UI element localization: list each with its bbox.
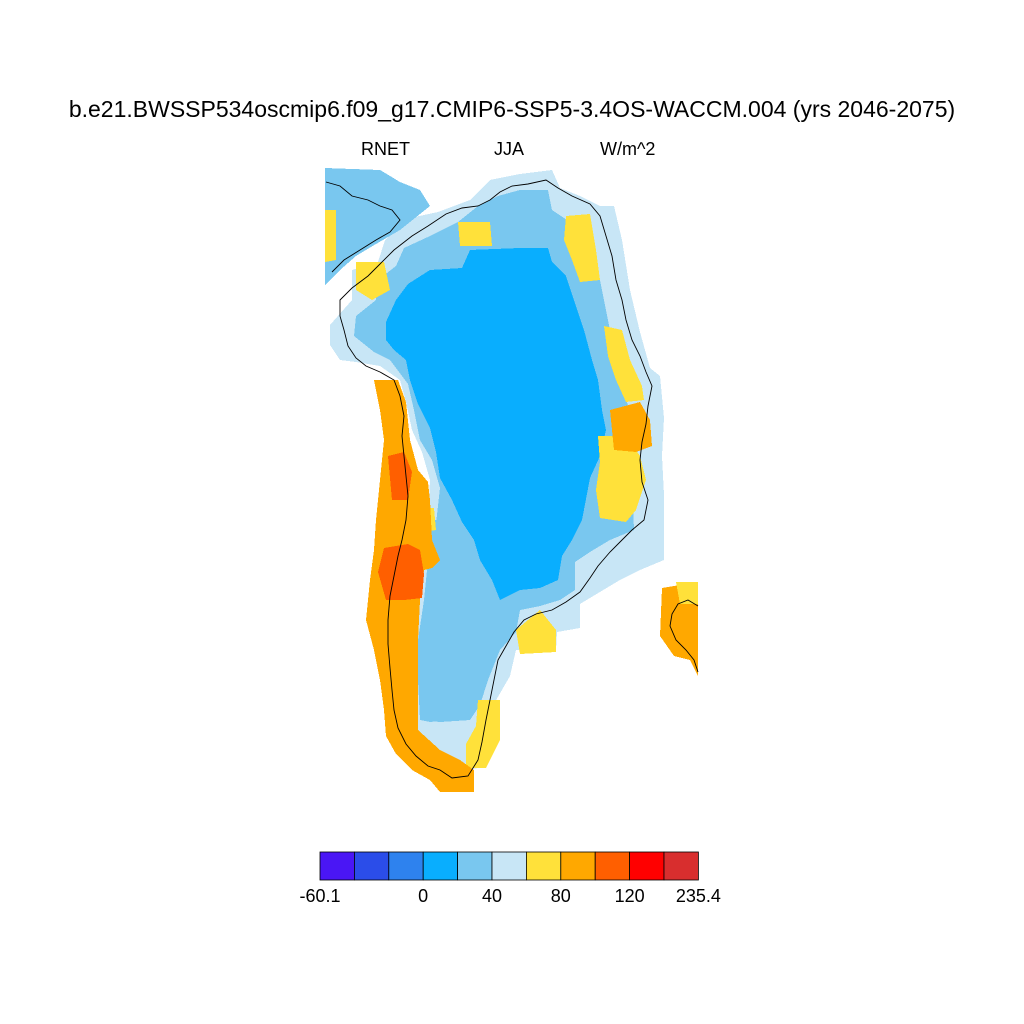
- colorbar-label-2: 40: [481, 886, 503, 906]
- colorbar-box-2: [388, 851, 424, 881]
- southwest-ice-band-region: [420, 520, 506, 722]
- coastline: [339, 179, 653, 779]
- colorbar-label-1: 0: [418, 886, 429, 906]
- colorbar-box-5: [491, 851, 527, 881]
- colorbar-label-5: 235.4: [675, 886, 721, 906]
- colorbar-box-9: [629, 851, 665, 881]
- iceland-tip-yellow: [676, 582, 698, 604]
- east-yellow-strip: [604, 326, 644, 402]
- colorbar-box-4: [457, 851, 493, 881]
- ice-sheet-interior-region: [386, 248, 606, 600]
- south-yellow-patch: [516, 610, 556, 654]
- colorbar-box-6: [526, 851, 562, 881]
- colorbar-box-10: [663, 851, 699, 881]
- colorbar-boxes: [319, 851, 699, 881]
- northeast-yellow-patch: [564, 214, 600, 282]
- ellesmere-coastline: [325, 181, 401, 273]
- units-label: W/m^2: [600, 139, 656, 159]
- colorbar-box-3: [422, 851, 459, 881]
- colorbar-box-7: [560, 851, 596, 881]
- colorbar-box-0: [319, 851, 355, 881]
- east-yellow-patch: [596, 436, 646, 522]
- colorbar-box-8: [594, 851, 631, 881]
- season-label: JJA: [494, 139, 525, 159]
- colorbar-label-4: 120: [614, 886, 645, 906]
- colorbar-label-3: 80: [550, 886, 571, 906]
- variable-label: RNET: [361, 139, 410, 159]
- east-coast-orange-region: [610, 402, 652, 452]
- southwest-hotspot-region: [378, 544, 424, 600]
- north-yellow-patch: [458, 222, 492, 246]
- southwest-hotspot-north: [388, 452, 412, 500]
- colorbar-box-1: [353, 851, 390, 881]
- page-title: b.e21.BWSSP534oscmip6.f09_g17.CMIP6-SSP5…: [68, 96, 956, 122]
- ellesmere-yellow: [325, 210, 336, 262]
- northwest-yellow-patch: [356, 262, 390, 300]
- iceland-coastline: [669, 599, 699, 673]
- colorbar-label-0: -60.1: [299, 886, 341, 906]
